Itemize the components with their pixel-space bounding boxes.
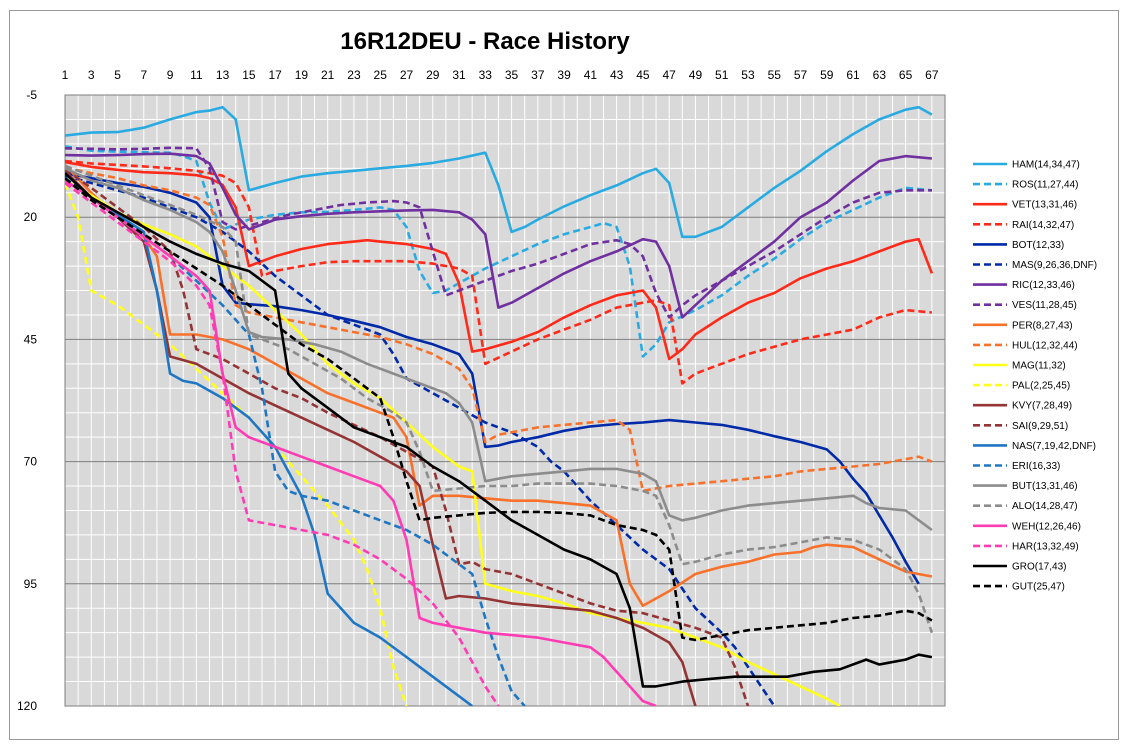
legend-label: ROS(11,27,44) [1012,180,1079,191]
y-tick-label: 95 [24,577,38,591]
series-line-rai [65,159,933,385]
x-tick-label: 1 [62,68,69,82]
legend-label: ERI(16,33) [1012,461,1060,472]
series-line-ves [65,146,932,319]
legend-label: PAL(2,25,45) [1012,381,1070,392]
legend-label: NAS(7,19,42,DNF) [1012,441,1096,452]
y-tick-label: 45 [24,332,38,346]
series-line-sai [65,168,750,706]
x-tick-label: 21 [321,68,335,82]
x-tick-label: 23 [347,68,361,82]
x-tick-label: 29 [426,68,440,82]
legend-label: VET(13,31,46) [1012,200,1077,211]
series-line-eri [65,177,526,706]
legend-label: VES(11,28,45) [1012,300,1077,311]
y-tick-label: 120 [17,699,37,713]
x-tick-label: 59 [820,68,834,82]
series-line-hul [65,166,933,493]
x-tick-label: 3 [88,68,95,82]
legend-label: WEH(12,26,46) [1012,521,1081,532]
x-tick-label: 7 [140,68,147,82]
x-tick-label: 15 [242,68,256,82]
x-tick-label: 27 [400,68,414,82]
y-axis-ticks: -5 20 45 70 95 120 [17,88,37,713]
series-line-mag [65,179,841,706]
y-tick-label: 20 [24,210,38,224]
series-line-ham [65,105,933,239]
x-tick-label: 13 [216,68,230,82]
series-line-per [65,164,933,608]
x-tick-label: 49 [689,68,703,82]
x-tick-label: 53 [741,68,755,82]
x-tick-label: 5 [114,68,121,82]
x-tick-label: 45 [636,68,650,82]
series-line-ric [65,152,933,319]
series-line-but [65,167,933,532]
legend-label: BOT(12,33) [1012,240,1064,251]
legend-label: HAM(14,34,47) [1012,160,1080,171]
legend-label: SAI(9,29,51) [1012,421,1068,432]
legend-label: MAG(11,32) [1012,361,1066,372]
x-tick-label: 67 [925,68,939,82]
x-tick-label: 35 [505,68,519,82]
legend-label: RAI(14,32,47) [1012,220,1074,231]
x-tick-label: 25 [374,68,388,82]
legend-label: PER(8,27,43) [1012,320,1073,331]
legend-label: KVY(7,28,49) [1012,401,1072,412]
series-line-weh [65,179,657,706]
legend-label: BUT(13,31,46) [1012,481,1078,492]
plot-background [65,95,945,706]
x-tick-label: 57 [794,68,808,82]
legend-label: GUT(25,47) [1012,582,1065,593]
series-line-pal [65,182,408,706]
series-lines [65,105,934,706]
x-tick-label: 63 [873,68,887,82]
legend-label: ALO(14,28,47) [1012,501,1078,512]
x-tick-label: 19 [295,68,309,82]
x-tick-label: 9 [167,68,174,82]
series-line-gut [65,177,933,642]
legend-label: RIC(12,33,46) [1012,280,1075,291]
legend-label: GRO(17,43) [1012,562,1066,573]
x-axis-ticks: 1 3 5 7 9 11 13 15 17 19 21 23 25 27 29 31 33 35 37 39 41 43 4… [62,68,939,82]
x-tick-label: 55 [768,68,782,82]
x-tick-label: 61 [846,68,860,82]
series-line-ros [65,145,933,358]
y-tick-label: 70 [24,455,38,469]
series-line-kvy [65,169,697,706]
x-tick-label: 41 [584,68,598,82]
series-line-mas [65,174,776,706]
x-tick-label: 11 [190,68,203,82]
x-tick-label: 47 [662,68,676,82]
series-line-alo [65,164,934,634]
x-tick-label: 51 [715,68,729,82]
x-tick-label: 39 [557,68,571,82]
legend: HAM(14,34,47) ROS(11,27,44) VET(13,31,46) R… [973,160,1097,593]
x-tick-label: 37 [531,68,545,82]
plot-area [65,95,945,706]
plot-border [64,94,946,707]
chart-frame: 16R12DEU - Race History 1 3 5 7 9 11 13 15 17 19 2… [9,10,1119,740]
legend-label: HUL(12,32,44) [1012,340,1078,351]
legend-label: MAS(9,26,36,DNF) [1012,260,1097,271]
x-tick-label: 17 [268,68,282,82]
x-tick-label: 33 [479,68,493,82]
x-tick-label: 31 [452,68,466,82]
legend-label: HAR(13,32,49) [1012,541,1079,552]
series-line-gro [65,172,933,688]
y-tick-label: -5 [26,88,37,102]
chart-title: 16R12DEU - Race History [340,28,630,55]
x-tick-label: 43 [610,68,624,82]
x-tick-label: 65 [899,68,913,82]
race-history-chart: 16R12DEU - Race History 1 3 5 7 9 11 13 15 17 19 2… [17,28,1097,713]
